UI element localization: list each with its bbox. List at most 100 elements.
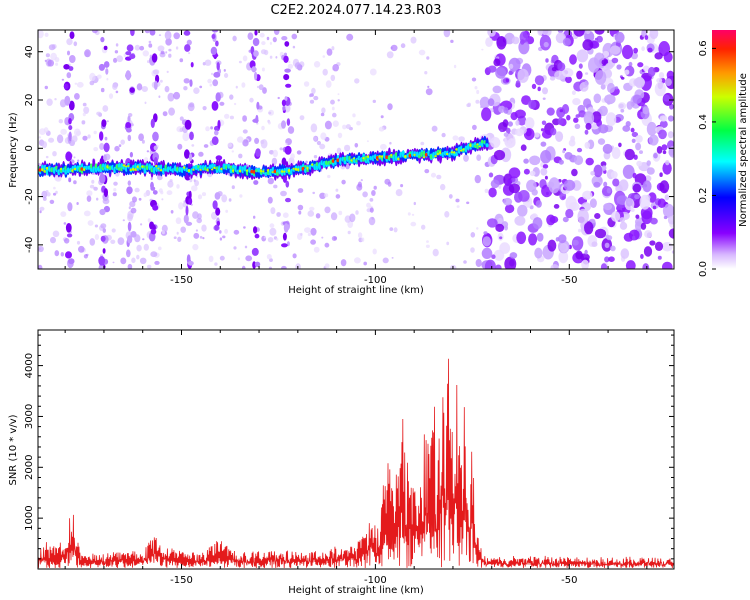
heatmap-cell — [215, 207, 221, 216]
heatmap-cell — [284, 145, 292, 155]
heatmap-cell — [342, 124, 347, 130]
heatmap-cell — [96, 74, 102, 79]
heatmap-cell — [532, 217, 543, 230]
heatmap-cell — [258, 84, 264, 91]
heatmap-cell — [310, 239, 316, 245]
heatmap-cell — [235, 85, 238, 89]
heatmap-cell — [81, 120, 86, 125]
heatmap-cell — [509, 252, 518, 259]
heatmap-cell — [189, 102, 195, 108]
heatmap-cell — [666, 70, 674, 80]
heatmap-cell — [179, 116, 184, 121]
heatmap-cell — [578, 228, 581, 233]
heatmap-cell — [64, 95, 71, 106]
heatmap-cell — [65, 251, 72, 259]
heatmap-cell — [197, 194, 203, 200]
heatmap-cell — [647, 66, 656, 77]
heatmap-cell — [287, 126, 295, 134]
heatmap-cell — [219, 237, 223, 241]
heatmap-cell — [667, 131, 674, 139]
heatmap-cell — [662, 261, 673, 269]
heatmap-cell — [259, 32, 265, 38]
heatmap-cell — [223, 69, 226, 72]
heatmap-cell — [667, 215, 674, 225]
heatmap-cell — [193, 232, 200, 239]
heatmap-cell — [526, 179, 537, 192]
heatmap-cell — [140, 223, 143, 226]
heatmap-cell — [55, 62, 59, 66]
heatmap-cell — [574, 123, 581, 129]
heatmap-cell — [167, 92, 175, 102]
heatmap-cell — [575, 250, 583, 260]
heatmap-cell — [320, 112, 325, 117]
heatmap-cell — [175, 46, 179, 50]
heatmap-cell — [659, 120, 668, 128]
heatmap-cell — [126, 44, 134, 52]
heatmap-cell — [480, 105, 483, 109]
heatmap-band — [143, 166, 147, 174]
heatmap-cell — [55, 190, 58, 194]
heatmap-cell — [352, 113, 356, 118]
heatmap-cell — [475, 99, 480, 104]
heatmap-cell — [642, 263, 650, 269]
heatmap-cell — [514, 191, 523, 203]
heatmap-cell — [130, 231, 137, 238]
heatmap-cell — [210, 46, 218, 56]
heatmap-band — [343, 159, 347, 165]
heatmap-cell — [319, 143, 326, 150]
heatmap-cell — [324, 206, 331, 214]
heatmap-cell — [316, 140, 321, 146]
heatmap-cell — [633, 47, 638, 54]
heatmap-cell — [296, 150, 302, 155]
heatmap-cell — [503, 107, 509, 114]
heatmap-cell — [281, 36, 288, 41]
heatmap-cell — [650, 217, 658, 225]
heatmap-cell — [176, 126, 183, 133]
heatmap-cell — [614, 31, 625, 44]
heatmap-cell — [641, 46, 645, 52]
heatmap-cell — [324, 263, 330, 269]
heatmap-cell — [241, 265, 246, 269]
heatmap-cell — [282, 212, 289, 218]
snr-series-line — [38, 358, 674, 569]
y-tick-label: 4000 — [24, 353, 35, 378]
heatmap-cell — [661, 144, 668, 151]
heatmap-cell — [253, 226, 258, 234]
heatmap-band — [448, 152, 452, 158]
heatmap-cell — [255, 148, 261, 158]
heatmap-cell — [631, 138, 636, 143]
heatmap-cell — [262, 87, 267, 94]
heatmap-cell — [214, 262, 218, 266]
heatmap-cell — [407, 212, 411, 216]
heatmap-cell — [448, 194, 453, 199]
heatmap-cell — [50, 236, 56, 244]
heatmap-cell — [183, 214, 189, 224]
heatmap-cell — [629, 229, 640, 241]
heatmap-cell — [635, 135, 643, 143]
heatmap-cell — [45, 155, 49, 159]
heatmap-cell — [212, 79, 219, 87]
heatmap-cell — [71, 135, 78, 143]
heatmap-cell — [603, 181, 608, 188]
heatmap-cell — [242, 129, 248, 134]
heatmap-cell — [168, 107, 176, 116]
heatmap-cell — [515, 128, 524, 137]
heatmap-cell — [357, 232, 363, 239]
heatmap-cell — [288, 60, 291, 64]
heatmap-cell — [341, 179, 346, 185]
heatmap-ylabel: Frequency (Hz) — [8, 112, 19, 188]
heatmap-cell — [185, 221, 193, 226]
heatmap-cell — [272, 36, 277, 43]
heatmap-cell — [499, 242, 511, 254]
heatmap-cell — [312, 191, 316, 195]
heatmap-cell — [668, 115, 674, 122]
heatmap-cell — [219, 101, 225, 106]
heatmap-cell — [297, 204, 304, 211]
heatmap-cell — [607, 82, 615, 94]
heatmap-cell — [630, 127, 635, 133]
colorbar-ticks: 0.0 0.2 0.4 0.6 — [698, 40, 716, 277]
heatmap-cell — [559, 109, 563, 113]
heatmap-cell — [309, 94, 312, 98]
heatmap-cell — [213, 71, 221, 78]
heatmap-cell — [132, 196, 137, 203]
